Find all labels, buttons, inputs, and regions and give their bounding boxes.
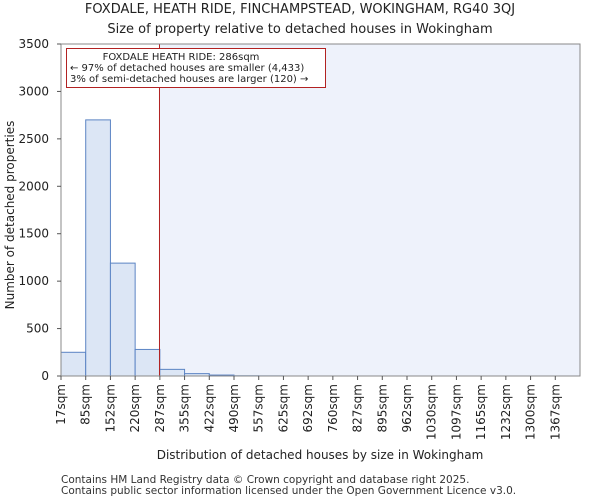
- y-tick-label: 1000: [18, 274, 49, 288]
- footer-line-2: Contains public sector information licen…: [61, 485, 517, 497]
- y-tick-label: 1500: [18, 227, 49, 241]
- bar-17sqm: [60, 351, 87, 377]
- x-tick-label: 355sqm: [178, 384, 192, 432]
- footer-line-1: Contains HM Land Registry data © Crown c…: [61, 474, 470, 486]
- bar-220sqm: [134, 348, 161, 377]
- x-tick-label: 1232sqm: [499, 384, 513, 440]
- y-tick-label: 500: [26, 322, 49, 336]
- bar-85sqm: [85, 119, 111, 377]
- annotation-line-3: 3% of semi-detached houses are larger (1…: [70, 74, 309, 85]
- x-tick-label: 220sqm: [128, 384, 142, 432]
- chart-subtitle: Size of property relative to detached ho…: [107, 22, 493, 37]
- x-tick-label: 490sqm: [227, 384, 241, 432]
- x-tick-label: 1097sqm: [449, 384, 463, 440]
- x-tick-label: 557sqm: [252, 384, 266, 432]
- y-tick-label: 3000: [18, 84, 49, 98]
- bar-287sqm: [159, 368, 186, 377]
- x-tick-label: 962sqm: [400, 384, 414, 432]
- x-tick-label: 152sqm: [103, 384, 117, 432]
- x-tick-label: 760sqm: [326, 384, 340, 432]
- y-tick-label: 0: [41, 369, 49, 383]
- x-tick-label: 625sqm: [276, 384, 290, 432]
- x-tick-label: 287sqm: [153, 384, 167, 432]
- y-tick-label: 3500: [18, 37, 49, 51]
- x-tick-label: 422sqm: [202, 384, 216, 432]
- bar-152sqm: [109, 262, 136, 377]
- larger-region-highlight: [159, 44, 580, 376]
- chart-title: FOXDALE, HEATH RIDE, FINCHAMPSTEAD, WOKI…: [84, 2, 516, 17]
- y-tick-label: 2500: [18, 132, 49, 146]
- x-tick-label: 827sqm: [351, 384, 365, 432]
- x-tick-label: 1030sqm: [425, 384, 439, 440]
- annotation-box: FOXDALE HEATH RIDE: 286sqm ← 97% of deta…: [66, 48, 326, 88]
- x-tick-label: 1165sqm: [474, 384, 488, 440]
- x-axis-label: Distribution of detached houses by size …: [157, 448, 484, 462]
- y-tick-label: 2000: [18, 179, 49, 193]
- x-tick-label: 895sqm: [375, 384, 389, 432]
- x-tick-label: 1300sqm: [524, 384, 538, 440]
- y-axis-label: Number of detached properties: [3, 121, 17, 310]
- x-tick-label: 1367sqm: [548, 384, 562, 440]
- plot-frame: [60, 43, 581, 377]
- x-tick-label: 85sqm: [79, 384, 93, 425]
- x-tick-label: 692sqm: [301, 384, 315, 432]
- annotation-line-1: FOXDALE HEATH RIDE: 286sqm: [102, 52, 260, 63]
- x-tick-label: 17sqm: [54, 384, 68, 425]
- annotation-line-2: ← 97% of detached houses are smaller (4,…: [70, 63, 305, 74]
